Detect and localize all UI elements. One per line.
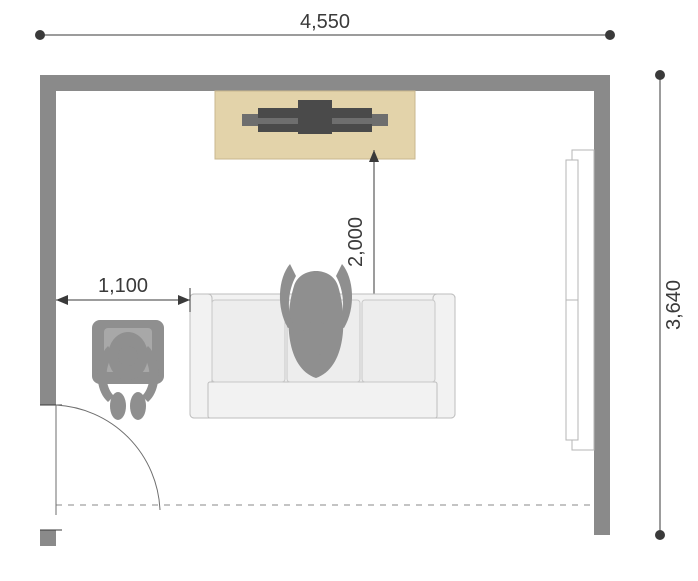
dim-clearance-label: 1,100 — [98, 275, 148, 297]
door — [40, 405, 160, 530]
dim-room-height-label: 3,640 — [663, 280, 685, 330]
dim-room-width-label: 4,550 — [300, 11, 350, 33]
dimension-room-width: 4,550 — [35, 11, 615, 40]
dimension-clearance: 1,100 — [56, 275, 190, 312]
dim-tv-distance-label: 2,000 — [345, 217, 367, 267]
floor-plan: 4,550 3,640 — [0, 0, 698, 581]
window — [566, 150, 594, 450]
dimension-room-height: 3,640 — [655, 70, 685, 540]
tv-unit — [215, 91, 415, 159]
